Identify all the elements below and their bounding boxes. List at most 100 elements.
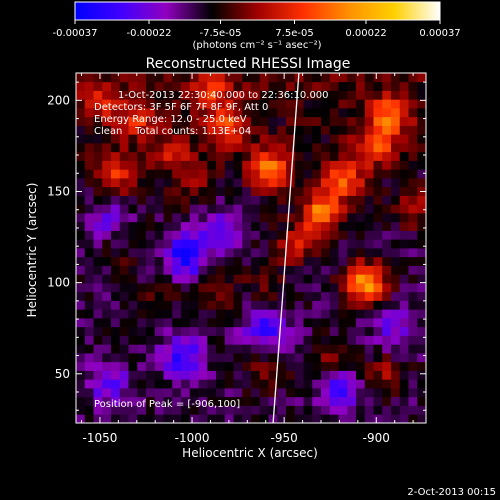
heatmap-cell	[373, 213, 383, 223]
heatmap-cell	[251, 353, 261, 363]
heatmap-cell	[111, 353, 121, 363]
heatmap-cell	[84, 143, 94, 153]
heatmap-cell	[111, 309, 121, 319]
heatmap-cell	[417, 405, 426, 415]
heatmap-cell	[338, 344, 348, 354]
heatmap-cell	[102, 248, 112, 258]
heatmap-cell	[408, 81, 418, 91]
heatmap-cell	[399, 186, 409, 196]
heatmap-cell	[172, 344, 182, 354]
heatmap-cell	[373, 414, 383, 423]
heatmap-cell	[303, 291, 313, 301]
heatmap-cell	[338, 204, 348, 214]
heatmap-cell	[119, 151, 129, 161]
heatmap-cell	[154, 300, 164, 310]
heatmap-cell	[259, 221, 269, 231]
heatmap-cell	[137, 300, 147, 310]
heatmap-cell	[111, 195, 121, 205]
heatmap-cell	[286, 388, 296, 398]
heatmap-cell	[111, 274, 121, 284]
heatmap-cell	[111, 300, 121, 310]
heatmap-cell	[84, 388, 94, 398]
heatmap-cell	[172, 151, 182, 161]
heatmap-cell	[268, 108, 278, 118]
heatmap-cell	[417, 248, 426, 258]
heatmap-cell	[347, 353, 357, 363]
heatmap-cell	[172, 309, 182, 319]
heatmap-cell	[294, 221, 304, 231]
heatmap-cell	[251, 361, 261, 371]
heatmap-cell	[312, 388, 322, 398]
heatmap-cell	[312, 300, 322, 310]
heatmap-cell	[338, 81, 348, 91]
heatmap-cell	[268, 195, 278, 205]
heatmap-cell	[163, 204, 173, 214]
heatmap-cell	[233, 108, 243, 118]
heatmap-cell	[382, 361, 392, 371]
heatmap-cell	[84, 81, 94, 91]
heatmap-cell	[259, 99, 269, 109]
heatmap-cell	[111, 361, 121, 371]
heatmap-cell	[102, 108, 112, 118]
heatmap-cell	[294, 388, 304, 398]
heatmap-cell	[338, 108, 348, 118]
heatmap-cell	[172, 300, 182, 310]
heatmap-cell	[303, 239, 313, 249]
heatmap-cell	[356, 239, 366, 249]
heatmap-cell	[224, 256, 234, 266]
heatmap-cell	[146, 335, 156, 345]
heatmap-cell	[93, 379, 103, 389]
heatmap-cell	[294, 291, 304, 301]
heatmap-cell	[277, 256, 287, 266]
heatmap-cell	[338, 178, 348, 188]
heatmap-cell	[356, 344, 366, 354]
heatmap-cell	[399, 178, 409, 188]
heatmap-cell	[181, 186, 191, 196]
heatmap-cell	[172, 90, 182, 100]
heatmap-cell	[329, 90, 339, 100]
heatmap-cell	[382, 160, 392, 170]
heatmap-cell	[216, 256, 226, 266]
heatmap-cell	[216, 265, 226, 275]
heatmap-cell	[417, 169, 426, 179]
heatmap-cell	[312, 99, 322, 109]
heatmap-cell	[268, 204, 278, 214]
heatmap-cell	[399, 265, 409, 275]
heatmap-cell	[277, 370, 287, 380]
heatmap-cell	[329, 230, 339, 240]
heatmap-cell	[207, 99, 217, 109]
heatmap-cell	[146, 195, 156, 205]
heatmap-cell	[137, 221, 147, 231]
heatmap-cell	[356, 108, 366, 118]
heatmap-cell	[119, 256, 129, 266]
heatmap-cell	[286, 344, 296, 354]
heatmap-cell	[181, 318, 191, 328]
heatmap-cell	[207, 353, 217, 363]
heatmap-cell	[312, 274, 322, 284]
heatmap-cell	[321, 414, 331, 423]
heatmap-cell	[163, 186, 173, 196]
heatmap-cell	[154, 326, 164, 336]
x-tick-label: -950	[271, 431, 298, 445]
heatmap-cell	[189, 116, 199, 126]
heatmap-cell	[303, 90, 313, 100]
heatmap-cell	[312, 318, 322, 328]
heatmap-cell	[303, 178, 313, 188]
heatmap-cell	[233, 116, 243, 126]
heatmap-cell	[181, 283, 191, 293]
heatmap-cell	[111, 151, 121, 161]
heatmap-cell	[303, 160, 313, 170]
heatmap-cell	[189, 81, 199, 91]
heatmap-cell	[312, 151, 322, 161]
heatmap-cell	[93, 274, 103, 284]
heatmap-cell	[198, 178, 208, 188]
heatmap-cell	[382, 90, 392, 100]
heatmap-cell	[93, 388, 103, 398]
heatmap-cell	[312, 81, 322, 91]
heatmap-cell	[364, 361, 374, 371]
heatmap-cell	[216, 160, 226, 170]
heatmap-cell	[172, 230, 182, 240]
heatmap-cell	[163, 353, 173, 363]
heatmap-cell	[242, 186, 252, 196]
heatmap-cell	[198, 256, 208, 266]
